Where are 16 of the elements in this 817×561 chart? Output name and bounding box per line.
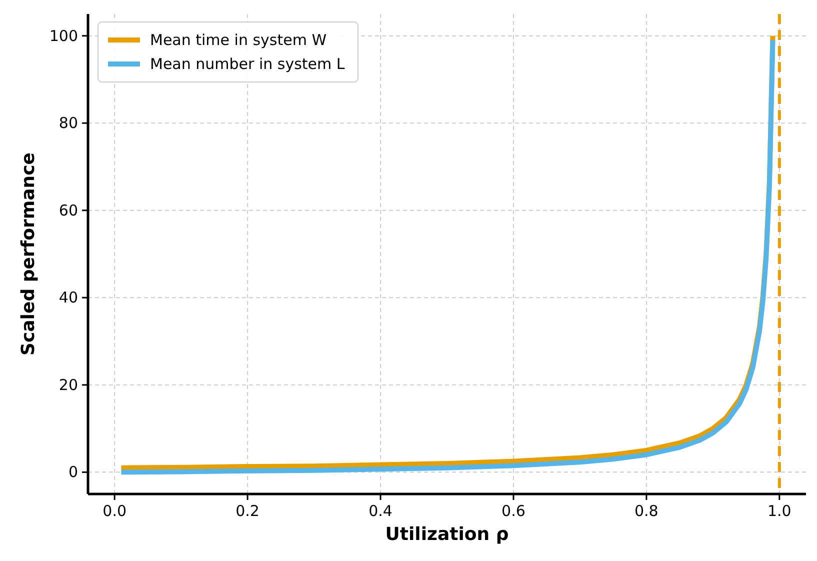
x-axis-title: Utilization ρ [385, 524, 509, 545]
x-tick-label: 1.0 [767, 502, 792, 520]
y-tick-label: 60 [58, 201, 78, 220]
legend-label: Mean time in system W [150, 31, 327, 49]
y-tick-label: 100 [49, 26, 78, 45]
x-tick-label: 0.2 [236, 502, 260, 520]
y-tick-label: 40 [58, 288, 78, 307]
x-tick-label: 0.6 [502, 502, 526, 520]
x-tick-label: 0.4 [368, 502, 392, 520]
x-tick-label: 0.0 [102, 502, 127, 520]
y-tick-label: 80 [58, 114, 78, 132]
y-tick-label: 0 [68, 463, 78, 482]
legend-label: Mean number in system L [150, 55, 346, 73]
y-axis-title: Scaled performance [18, 152, 39, 356]
y-tick-label: 20 [58, 376, 78, 394]
x-tick-label: 0.8 [634, 502, 658, 520]
